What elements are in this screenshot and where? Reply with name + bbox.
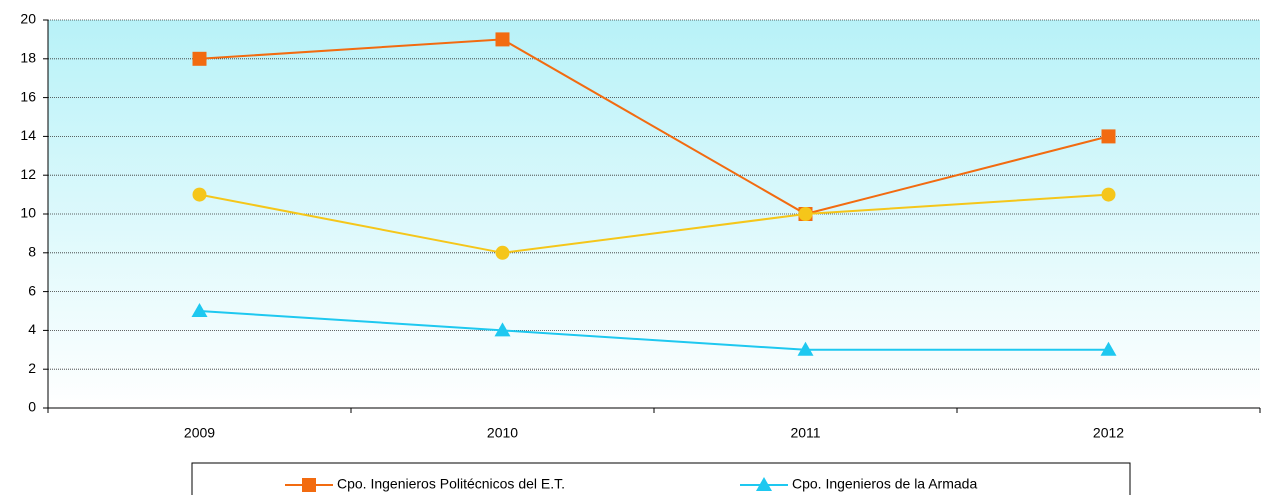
y-tick-label: 18 bbox=[20, 50, 36, 66]
data-point bbox=[191, 303, 208, 317]
data-point bbox=[192, 187, 207, 202]
data-point bbox=[1101, 187, 1116, 202]
legend-label: Cpo. Ingenieros Politécnicos del E.T. bbox=[337, 476, 565, 492]
y-tick-label: 6 bbox=[28, 282, 36, 298]
x-tick-label: 2011 bbox=[790, 425, 820, 441]
data-point bbox=[495, 32, 510, 47]
y-tick-label: 4 bbox=[28, 321, 36, 337]
data-point bbox=[192, 51, 207, 66]
data-point bbox=[798, 207, 813, 221]
y-tick-label: 16 bbox=[20, 88, 36, 104]
y-tick-label: 8 bbox=[28, 244, 36, 260]
x-tick-label: 2010 bbox=[487, 425, 518, 441]
y-tick-label: 12 bbox=[20, 166, 36, 182]
y-tick-label: 2 bbox=[28, 360, 36, 376]
y-tick-label: 20 bbox=[20, 11, 36, 27]
y-tick-label: 0 bbox=[28, 399, 36, 415]
data-point bbox=[494, 322, 511, 337]
x-tick-label: 2009 bbox=[184, 425, 215, 441]
data-point bbox=[1100, 341, 1117, 356]
y-tick-label: 10 bbox=[20, 205, 36, 221]
series-line bbox=[199, 310, 1109, 351]
legend-marker bbox=[302, 478, 316, 492]
legend-label: Cpo. Ingenieros de la Armada bbox=[792, 476, 977, 492]
data-point bbox=[1101, 129, 1116, 144]
legend-marker bbox=[756, 477, 772, 491]
y-tick-label: 14 bbox=[20, 127, 36, 143]
data-point bbox=[495, 245, 510, 260]
legend-box bbox=[191, 462, 1131, 495]
series-line bbox=[199, 38, 1109, 216]
x-tick-label: 2012 bbox=[1093, 425, 1124, 441]
data-point bbox=[797, 341, 814, 356]
series-line bbox=[199, 193, 1109, 254]
